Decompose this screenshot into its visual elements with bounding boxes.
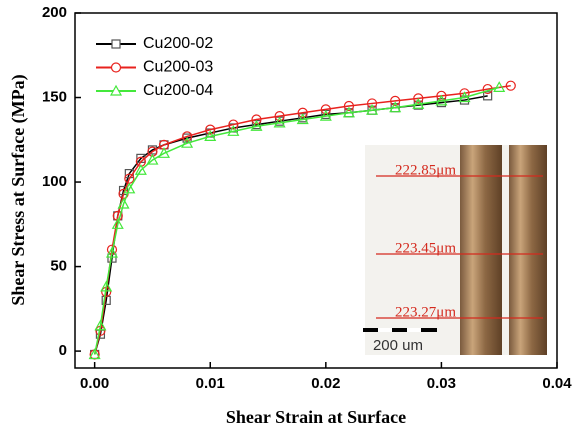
marker (181, 136, 194, 148)
marker (227, 125, 240, 136)
marker (100, 280, 113, 292)
marker (134, 163, 147, 175)
x-tick-label: 0.00 (80, 375, 109, 392)
marker (319, 109, 332, 121)
marker (123, 182, 136, 194)
marker (228, 119, 239, 130)
marker (390, 95, 401, 107)
inset-photo (363, 145, 547, 355)
marker (483, 91, 493, 101)
inset-label: 222.85μm (395, 162, 456, 178)
marker (297, 107, 308, 118)
marker (342, 106, 355, 118)
y-tick-label: 50 (50, 258, 67, 275)
legend-marker (110, 62, 122, 73)
marker (88, 348, 101, 360)
legend-marker (109, 84, 123, 96)
scale-bar-label: 200 um (373, 337, 423, 354)
marker (366, 98, 378, 109)
marker (94, 319, 107, 331)
legend-label: Cu200-04 (143, 82, 213, 99)
marker (105, 246, 119, 258)
marker (182, 131, 193, 142)
y-tick-label: 150 (42, 88, 67, 105)
marker (343, 100, 355, 112)
marker (366, 103, 379, 115)
marker (296, 113, 309, 125)
legend-label: Cu200-03 (143, 59, 213, 76)
marker (250, 120, 263, 131)
x-tick-label: 0.04 (542, 375, 572, 392)
marker (157, 147, 171, 158)
y-tick-label: 100 (42, 173, 67, 190)
marker (389, 101, 402, 113)
marker (273, 116, 286, 128)
marker (320, 104, 331, 115)
y-tick-label: 200 (42, 4, 67, 21)
marker (435, 94, 448, 106)
marker (412, 98, 425, 109)
marker (505, 80, 516, 91)
marker (251, 114, 262, 125)
marker (274, 111, 285, 122)
marker (204, 130, 217, 142)
y-axis-label: Shear Stress at Surface (MPa) (8, 74, 29, 305)
plot-frame (74, 12, 558, 369)
marker (146, 153, 159, 165)
legend-label: Cu200-02 (143, 35, 213, 52)
marker (117, 197, 130, 209)
x-axis-label: Shear Strain at Surface (226, 407, 406, 427)
marker (205, 124, 216, 135)
inset-label: 223.45μm (395, 240, 456, 256)
marker (493, 81, 506, 92)
y-tick-label: 0 (59, 342, 67, 359)
x-tick-label: 0.02 (311, 375, 340, 392)
legend-marker (111, 39, 121, 49)
inset-label: 223.27μm (395, 304, 456, 320)
marker (458, 91, 471, 103)
marker (413, 93, 424, 104)
series-line (93, 86, 500, 355)
x-tick-label: 0.03 (427, 375, 456, 392)
marker (111, 218, 124, 229)
x-tick-label: 0.01 (196, 375, 225, 392)
